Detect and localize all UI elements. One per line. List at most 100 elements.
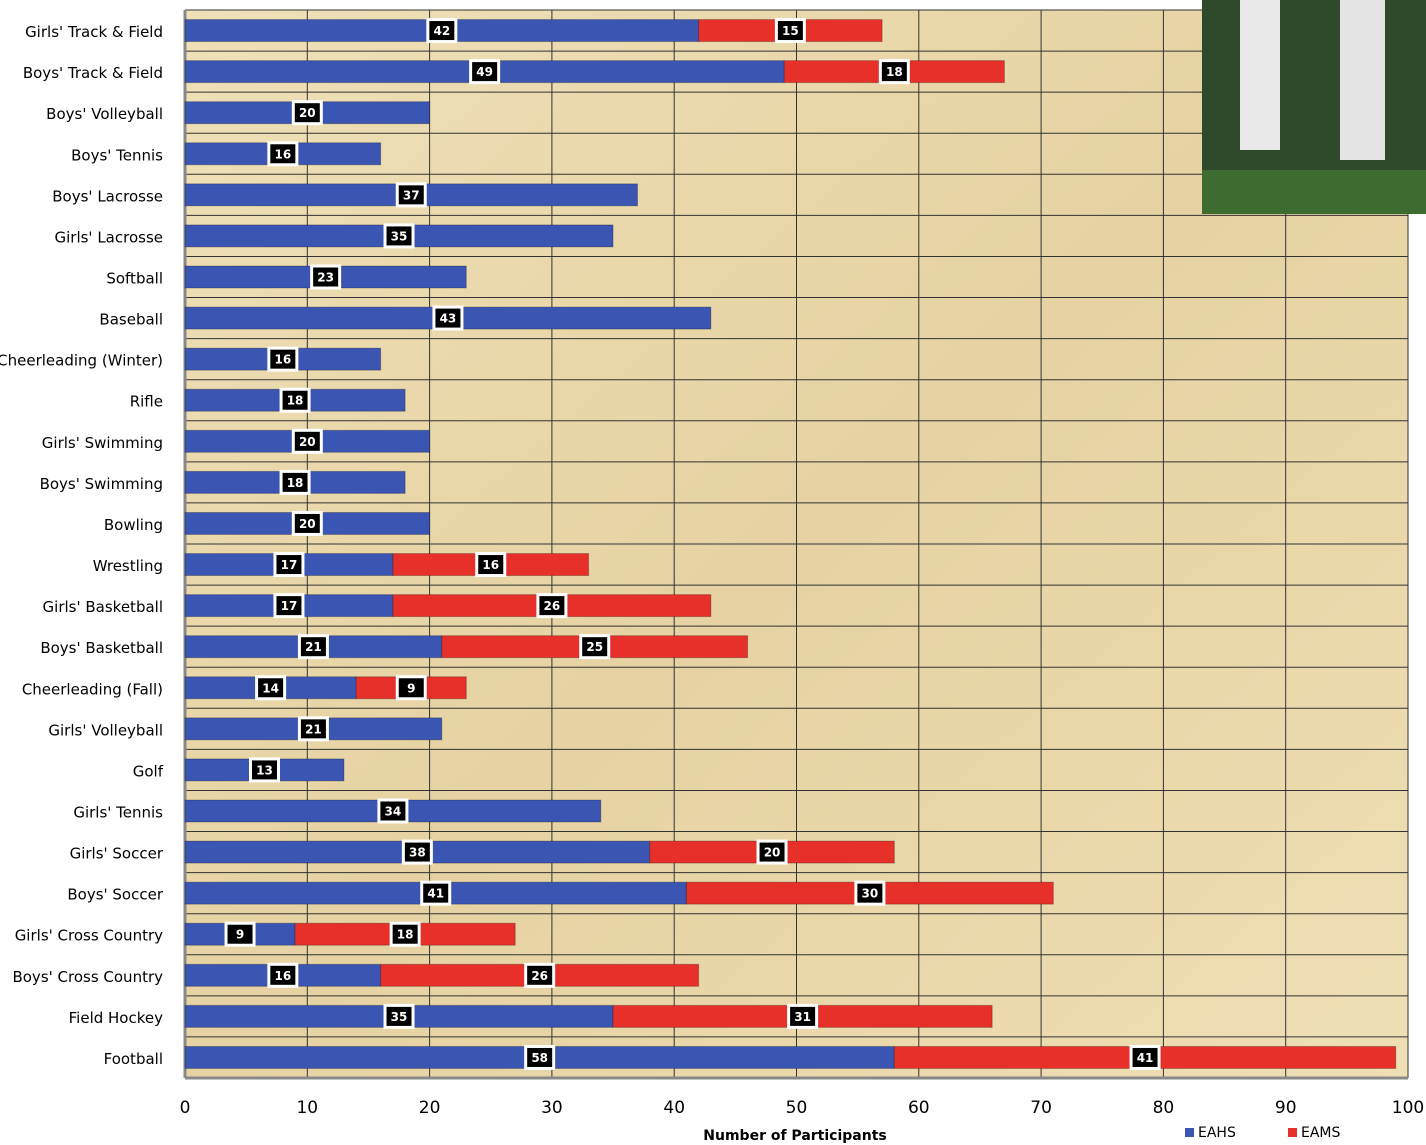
value-label-box	[383, 223, 415, 249]
value-label: 18	[886, 65, 903, 79]
value-label: 20	[299, 435, 316, 449]
x-tick-label: 90	[1275, 1098, 1297, 1118]
value-label: 30	[862, 887, 879, 901]
value-label-box	[774, 18, 806, 44]
legend-swatch	[1185, 1128, 1194, 1137]
value-label: 17	[281, 599, 298, 613]
value-label-box	[536, 593, 568, 619]
value-label-box	[878, 59, 910, 85]
value-label: 16	[274, 969, 291, 983]
value-label: 58	[531, 1051, 548, 1065]
value-label: 20	[299, 106, 316, 120]
value-label: 37	[403, 188, 420, 202]
value-label: 18	[287, 476, 304, 490]
value-label: 49	[476, 65, 493, 79]
value-label: 20	[299, 517, 316, 531]
value-label-box	[787, 1003, 819, 1029]
value-label-box	[248, 757, 280, 783]
value-label: 15	[782, 24, 799, 38]
value-label: 16	[274, 353, 291, 367]
value-label: 34	[385, 805, 402, 819]
value-label: 31	[794, 1010, 811, 1024]
value-label-box	[291, 428, 323, 454]
value-label: 16	[274, 147, 291, 161]
y-tick-label: Bowling	[104, 516, 163, 534]
value-label-box	[273, 593, 305, 619]
x-tick-label: 0	[180, 1098, 191, 1118]
value-label-box	[291, 100, 323, 126]
value-label-box	[1129, 1044, 1161, 1070]
value-label-box	[420, 880, 452, 906]
value-label-box	[524, 1044, 556, 1070]
y-tick-label: Boys' Volleyball	[46, 105, 163, 123]
y-tick-label: Girls' Swimming	[42, 434, 163, 452]
value-label: 25	[586, 640, 603, 654]
value-label-box	[426, 18, 458, 44]
x-tick-label: 20	[419, 1098, 441, 1118]
y-tick-label: Boys' Swimming	[40, 475, 163, 493]
value-label: 9	[407, 681, 415, 695]
value-label: 14	[262, 681, 279, 695]
y-tick-label: Girls' Cross Country	[15, 927, 163, 945]
y-tick-label: Girls' Basketball	[43, 598, 163, 616]
y-tick-label: Boys' Tennis	[71, 146, 163, 164]
value-label-box	[756, 839, 788, 865]
y-tick-label: Baseball	[99, 311, 163, 329]
value-label-box	[297, 716, 329, 742]
legend-label: EAHS	[1198, 1125, 1236, 1141]
y-tick-label: Football	[104, 1050, 163, 1068]
y-tick-label: Girls' Soccer	[70, 845, 164, 863]
y-tick-label: Boys' Track & Field	[23, 64, 163, 82]
y-tick-label: Boys' Soccer	[67, 886, 163, 904]
x-tick-label: 100	[1392, 1098, 1424, 1118]
photo-turf	[1202, 170, 1426, 214]
value-label: 9	[236, 928, 244, 942]
value-label-box	[224, 921, 256, 947]
value-label-box	[273, 552, 305, 578]
x-tick-label: 50	[786, 1098, 808, 1118]
value-label: 21	[305, 722, 322, 736]
value-label-box	[279, 387, 311, 413]
value-label: 43	[440, 312, 457, 326]
value-label-box	[297, 634, 329, 660]
value-label: 16	[482, 558, 499, 572]
value-label: 35	[391, 229, 408, 243]
value-label-box	[401, 839, 433, 865]
value-label-box	[291, 510, 323, 536]
value-label: 26	[544, 599, 561, 613]
value-label-box	[432, 305, 464, 331]
y-tick-label: Field Hockey	[69, 1009, 163, 1027]
value-label: 20	[764, 846, 781, 860]
value-label: 17	[281, 558, 298, 572]
y-tick-label: Softball	[106, 270, 163, 288]
photo-player	[1340, 0, 1385, 160]
value-label: 38	[409, 846, 426, 860]
value-label-box	[279, 469, 311, 495]
value-label-box	[854, 880, 886, 906]
y-tick-label: Boys' Cross Country	[12, 968, 163, 986]
value-label-box	[389, 921, 421, 947]
y-tick-label: Girls' Track & Field	[25, 23, 163, 41]
value-label-box	[267, 141, 299, 167]
value-label: 26	[531, 969, 548, 983]
value-label-box	[475, 552, 507, 578]
value-label: 21	[305, 640, 322, 654]
value-label-box	[395, 182, 427, 208]
value-label: 18	[397, 928, 414, 942]
x-tick-label: 70	[1030, 1098, 1052, 1118]
x-axis-label: Number of Participants	[703, 1128, 886, 1144]
x-tick-label: 10	[296, 1098, 318, 1118]
value-label-box	[579, 634, 611, 660]
photo-player	[1240, 0, 1280, 150]
value-label-box	[255, 675, 287, 701]
y-tick-label: Girls' Tennis	[73, 804, 163, 822]
value-label: 41	[1137, 1051, 1154, 1065]
value-label-box	[267, 962, 299, 988]
y-tick-label: Cheerleading (Fall)	[22, 680, 163, 698]
value-label-box	[524, 962, 556, 988]
y-tick-label: Cheerleading (Winter)	[0, 352, 163, 370]
value-label-box	[377, 798, 409, 824]
y-tick-label: Boys' Lacrosse	[52, 187, 163, 205]
